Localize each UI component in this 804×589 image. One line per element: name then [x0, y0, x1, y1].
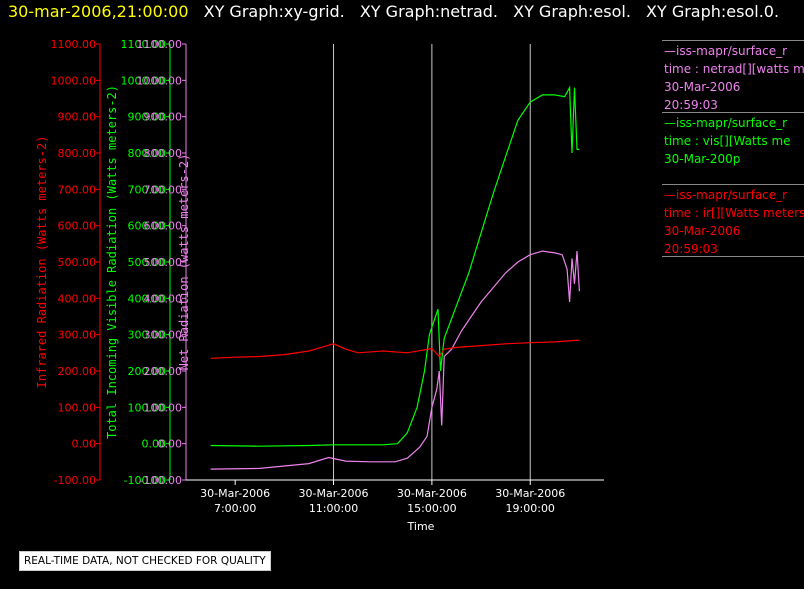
- y-tick-label-net: 1000.00: [137, 74, 183, 87]
- y-tick-label-net: 600.00: [144, 220, 183, 233]
- x-tick-label: 15:00:00: [407, 502, 456, 515]
- legend-line: 30-Mar-2006: [664, 80, 741, 94]
- y-tick-label-net: 0.00: [158, 438, 183, 451]
- y-tick-label-net: 900.00: [144, 111, 183, 124]
- y-tick-label-ir: 200.00: [58, 365, 97, 378]
- x-tick-label: 11:00:00: [309, 502, 358, 515]
- y-tick-label-ir: 400.00: [58, 292, 97, 305]
- legend-ir[interactable]: —iss-mapr/surface_r time : ir[][Watts me…: [664, 186, 804, 258]
- y-tick-label-net: 500.00: [144, 256, 183, 269]
- legend-line: —iss-mapr/surface_r: [664, 44, 788, 58]
- y-tick-label-net: 1100.00: [137, 38, 183, 51]
- x-axis-title: Time: [407, 520, 435, 533]
- graph-label-1[interactable]: XY Graph:netrad.: [359, 2, 499, 21]
- disclaimer-badge: REAL-TIME DATA, NOT CHECKED FOR QUALITY: [19, 551, 271, 571]
- y-tick-label-net: 100.00: [144, 401, 183, 414]
- legend-line: —iss-mapr/surface_r: [664, 116, 788, 130]
- legend-line: 20:59:03: [664, 242, 718, 256]
- legend-line: time : vis[][Watts me: [664, 134, 791, 148]
- y-tick-label-net: 300.00: [144, 329, 183, 342]
- y-tick-label-net: 700.00: [144, 183, 183, 196]
- legend-separator: [662, 112, 804, 113]
- legend-line: 20:59:03: [664, 98, 718, 112]
- legend-line: 30-Mar-2006: [664, 224, 741, 238]
- y-axis-title-net: Net Radiation (watts meters-2): [177, 154, 191, 371]
- legend-line: 30-Mar-200p: [664, 152, 741, 166]
- y-axis-title-vis: Total Incoming Visible Radiation (Watts …: [105, 85, 119, 439]
- y-tick-label-vis: 200.00: [128, 365, 167, 378]
- y-tick-label-ir: 0.00: [72, 438, 97, 451]
- x-tick-label: 30-Mar-2006: [200, 487, 270, 500]
- legend-line: —iss-mapr/surface_r: [664, 188, 788, 202]
- y-tick-label-vis: 600.00: [128, 220, 167, 233]
- y-tick-label-vis: 500.00: [128, 256, 167, 269]
- y-tick-label-ir: 600.00: [58, 220, 97, 233]
- y-axis-title-ir: Infrared Radiation (Watts meters-2): [35, 136, 49, 389]
- y-tick-label-vis: 300.00: [128, 329, 167, 342]
- x-tick-label: 30-Mar-2006: [495, 487, 565, 500]
- legend-vis[interactable]: —iss-mapr/surface_r time : vis[][Watts m…: [664, 114, 791, 168]
- y-tick-label-vis: 400.00: [128, 292, 167, 305]
- y-tick-label-net: -100.00: [140, 474, 182, 487]
- title-bar: 30-mar-2006,21:00:00 XY Graph:xy-grid. X…: [8, 2, 779, 21]
- y-tick-label-vis: 0.00: [142, 438, 167, 451]
- y-tick-label-net: 200.00: [144, 365, 183, 378]
- y-tick-label-vis: 900.00: [128, 111, 167, 124]
- x-tick-label: 19:00:00: [506, 502, 555, 515]
- y-tick-label-vis: 1100.00: [121, 38, 167, 51]
- y-tick-label-ir: 1000.00: [51, 74, 97, 87]
- legend-line: time : ir[][Watts meters: [664, 206, 804, 220]
- y-tick-label-ir: 300.00: [58, 329, 97, 342]
- legend-line: time : netrad[][watts m: [664, 62, 804, 76]
- x-tick-label: 7:00:00: [214, 502, 256, 515]
- y-tick-label-ir: 1100.00: [51, 38, 97, 51]
- y-tick-label-ir: 800.00: [58, 147, 97, 160]
- series-line-net: [210, 250, 580, 470]
- legend-separator: [662, 184, 804, 185]
- y-tick-label-ir: -100.00: [54, 474, 96, 487]
- y-tick-label-vis: 700.00: [128, 183, 167, 196]
- y-tick-label-vis: 1000.00: [121, 74, 167, 87]
- series-line-vis: [210, 85, 580, 447]
- y-tick-label-vis: 800.00: [128, 147, 167, 160]
- series-line-ir: [210, 339, 580, 359]
- y-tick-label-net: 800.00: [144, 147, 183, 160]
- y-tick-label-ir: 900.00: [58, 111, 97, 124]
- graph-label-3[interactable]: XY Graph:esol.0.: [646, 2, 780, 21]
- legend-separator: [662, 256, 804, 257]
- graph-label-2[interactable]: XY Graph:esol.: [513, 2, 631, 21]
- x-tick-label: 30-Mar-2006: [397, 487, 467, 500]
- x-tick-label: 30-Mar-2006: [299, 487, 369, 500]
- current-datetime: 30-mar-2006,21:00:00: [8, 2, 189, 21]
- graph-label-0[interactable]: XY Graph:xy-grid.: [203, 2, 345, 21]
- y-tick-label-net: 400.00: [144, 292, 183, 305]
- legend-separator: [662, 40, 804, 41]
- legend-netrad[interactable]: —iss-mapr/surface_r time : netrad[][watt…: [664, 42, 804, 114]
- y-tick-label-ir: 700.00: [58, 183, 97, 196]
- y-tick-label-ir: 500.00: [58, 256, 97, 269]
- y-tick-label-vis: 100.00: [128, 401, 167, 414]
- y-tick-label-ir: 100.00: [58, 401, 97, 414]
- y-tick-label-vis: -100.00: [124, 474, 166, 487]
